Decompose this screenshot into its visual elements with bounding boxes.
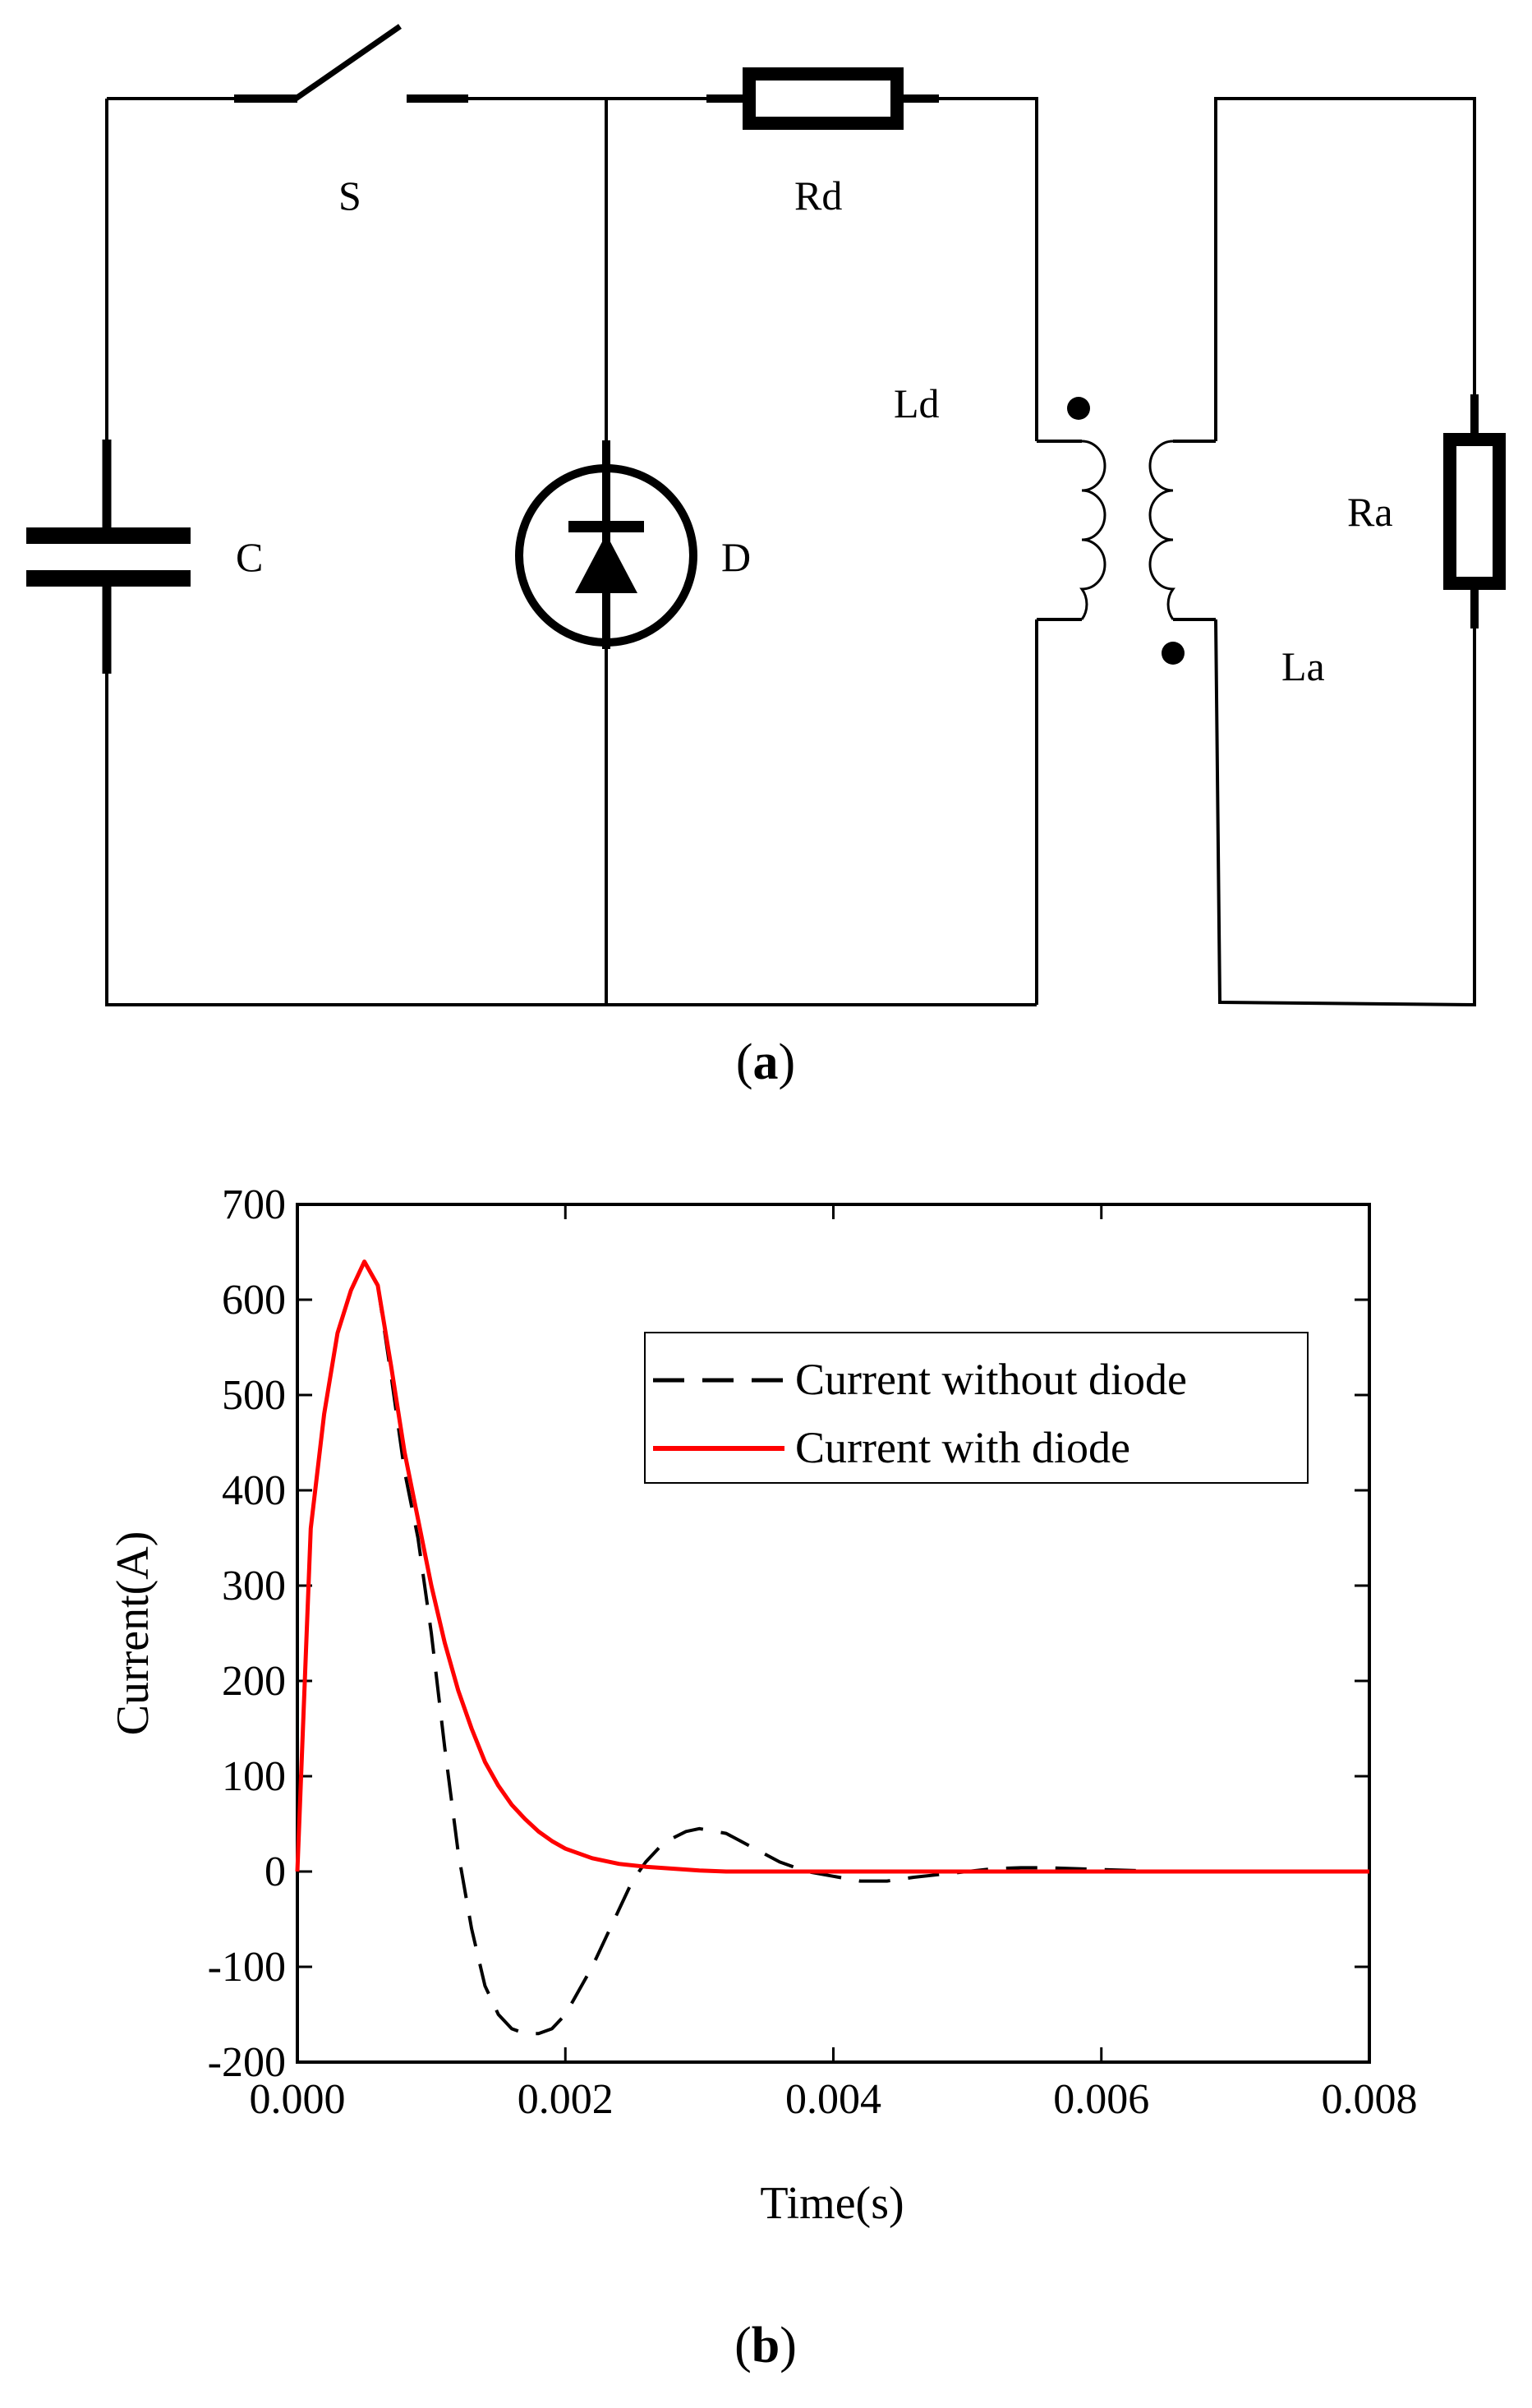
series-line-without-diode (296, 1259, 1369, 2036)
y-tick-label: -200 (208, 2039, 286, 2086)
resistor-ra-symbol (1443, 394, 1506, 628)
capacitor-symbol (26, 440, 191, 674)
x-tick-label: 0.000 (250, 2076, 346, 2123)
resistor-rd-symbol (706, 67, 939, 130)
wire-right-loop (1214, 97, 1476, 1007)
label-ld: Ld (894, 380, 940, 426)
y-tick-label: 600 (222, 1277, 286, 1324)
legend-box (644, 1332, 1309, 1484)
label-switch: S (338, 173, 361, 219)
x-tick-label: 0.008 (1322, 2076, 1418, 2123)
label-capacitor: C (236, 534, 263, 580)
y-tick-label: 400 (222, 1467, 286, 1514)
diode-symbol (515, 440, 697, 649)
y-axis-ticks: 700 600 500 400 300 200 100 0 -100 -200 (208, 1181, 1369, 2086)
inductor-la-symbol (1148, 440, 1216, 665)
x-axis-label: Time(s) (760, 2178, 904, 2229)
caption-a: (a) (736, 1034, 795, 1090)
y-tick-label: 700 (222, 1181, 286, 1228)
y-axis-label: Current(A) (108, 1531, 159, 1736)
wire-top-right (939, 97, 1038, 441)
x-tick-label: 0.006 (1053, 2076, 1149, 2123)
y-tick-label: 300 (222, 1563, 286, 1609)
y-tick-label: 500 (222, 1372, 286, 1419)
label-diode: D (721, 534, 751, 580)
y-tick-label: 0 (265, 1849, 286, 1895)
legend-label-without-diode: Current without diode (795, 1355, 1187, 1404)
circuit-diagram: S Rd Ld C D Ra La (a) (26, 24, 1506, 1090)
series-layer (295, 1259, 1369, 2036)
wire-left-vertical (105, 99, 1037, 1006)
y-tick-label: 100 (222, 1753, 286, 1800)
label-rd: Rd (794, 173, 842, 219)
y-tick-label: -100 (208, 1944, 286, 1991)
inductor-ld-symbol (1037, 397, 1106, 621)
label-ra: Ra (1347, 489, 1393, 535)
y-tick-label: 200 (222, 1658, 286, 1705)
caption-b: (b) (734, 2318, 797, 2373)
switch-symbol (234, 24, 468, 103)
series-line-with-diode (295, 1259, 1369, 1874)
legend: Current without diode Current with diode (644, 1332, 1309, 1484)
x-axis-ticks: 0.000 0.002 0.004 0.006 0.008 (250, 1204, 1418, 2123)
legend-label-with-diode: Current with diode (795, 1423, 1130, 1472)
x-tick-label: 0.002 (518, 2076, 614, 2123)
label-la: La (1281, 643, 1325, 689)
x-tick-label: 0.004 (785, 2076, 881, 2123)
